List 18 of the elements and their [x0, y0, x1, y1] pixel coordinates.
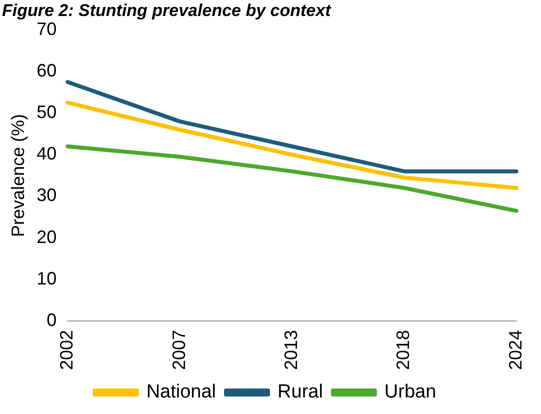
y-tick-label: 40	[36, 144, 57, 164]
x-tick-label: 2002	[56, 330, 77, 370]
y-tick-label: 60	[36, 60, 57, 81]
y-tick-label: 70	[36, 18, 57, 39]
y-tick-label: 10	[36, 268, 57, 288]
legend-label: Urban	[384, 382, 436, 403]
chart-title: Figure 2: Stunting prevalence by context	[2, 1, 331, 21]
legend-label: National	[146, 382, 216, 403]
x-tick-label: 2007	[168, 330, 189, 370]
x-tick-label: 2018	[393, 330, 414, 370]
legend-label: Rural	[278, 382, 323, 403]
x-tick-label: 2024	[505, 330, 526, 370]
x-tick-label: 2013	[280, 330, 301, 370]
y-tick-label: 20	[36, 226, 57, 247]
y-tick-label: 0	[46, 310, 57, 330]
y-tick-label: 50	[36, 102, 57, 122]
y-tick-label: 30	[36, 185, 57, 206]
y-axis-title: Prevalence (%)	[8, 114, 28, 237]
